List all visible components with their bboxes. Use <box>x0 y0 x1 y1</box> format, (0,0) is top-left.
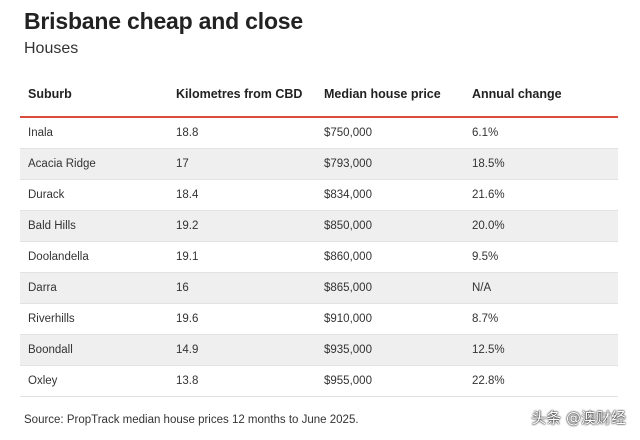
cell-price: $750,000 <box>316 117 464 149</box>
cell-suburb: Riverhills <box>20 303 168 335</box>
cell-suburb: Boondall <box>20 334 168 366</box>
cell-price: $850,000 <box>316 210 464 242</box>
cell-suburb: Durack <box>20 179 168 211</box>
cell-change: 18.5% <box>464 148 618 180</box>
cell-km: 18.8 <box>168 117 316 149</box>
cell-change: 8.7% <box>464 303 618 335</box>
table-row: Darra 16 $865,000 N/A <box>20 272 618 304</box>
cell-change: 12.5% <box>464 334 618 366</box>
table-body: Inala 18.8 $750,000 6.1% Acacia Ridge 17 $793,… <box>20 117 618 397</box>
watermark: 头条 @澳财经 <box>531 409 626 427</box>
table-row: Durack 18.4 $834,000 21.6% <box>20 179 618 211</box>
cell-suburb: Acacia Ridge <box>20 148 168 180</box>
cell-change: N/A <box>464 272 618 304</box>
cell-price: $834,000 <box>316 179 464 211</box>
page-title: Brisbane cheap and close <box>24 8 303 34</box>
source-note: Source: PropTrack median house prices 12… <box>24 414 359 426</box>
cell-km: 19.6 <box>168 303 316 335</box>
cell-suburb: Inala <box>20 117 168 149</box>
cell-price: $955,000 <box>316 365 464 397</box>
table-row: Oxley 13.8 $955,000 22.8% <box>20 365 618 397</box>
cell-price: $860,000 <box>316 241 464 273</box>
header-median-price: Median house price <box>316 72 464 118</box>
cell-change: 6.1% <box>464 117 618 149</box>
page-subtitle: Houses <box>24 40 79 57</box>
table-row: Bald Hills 19.2 $850,000 20.0% <box>20 210 618 242</box>
header-suburb: Suburb <box>20 72 168 118</box>
cell-km: 19.2 <box>168 210 316 242</box>
header-annual-change: Annual change <box>464 72 618 118</box>
cell-km: 16 <box>168 272 316 304</box>
cell-change: 20.0% <box>464 210 618 242</box>
cell-km: 17 <box>168 148 316 180</box>
cell-suburb: Doolandella <box>20 241 168 273</box>
cell-price: $865,000 <box>316 272 464 304</box>
table-row: Riverhills 19.6 $910,000 8.7% <box>20 303 618 335</box>
cell-km: 18.4 <box>168 179 316 211</box>
cell-km: 13.8 <box>168 365 316 397</box>
cell-price: $935,000 <box>316 334 464 366</box>
cell-price: $910,000 <box>316 303 464 335</box>
cell-change: 9.5% <box>464 241 618 273</box>
table-row: Acacia Ridge 17 $793,000 18.5% <box>20 148 618 180</box>
cell-price: $793,000 <box>316 148 464 180</box>
cell-change: 21.6% <box>464 179 618 211</box>
cell-change: 22.8% <box>464 365 618 397</box>
cell-suburb: Oxley <box>20 365 168 397</box>
header-km-from-cbd: Kilometres from CBD <box>168 72 316 118</box>
data-table: Suburb Kilometres from CBD Median house … <box>20 72 618 397</box>
table-header-row: Suburb Kilometres from CBD Median house … <box>20 72 618 118</box>
cell-suburb: Bald Hills <box>20 210 168 242</box>
cell-km: 19.1 <box>168 241 316 273</box>
table-row: Inala 18.8 $750,000 6.1% <box>20 117 618 149</box>
table-row: Boondall 14.9 $935,000 12.5% <box>20 334 618 366</box>
table-row: Doolandella 19.1 $860,000 9.5% <box>20 241 618 273</box>
cell-km: 14.9 <box>168 334 316 366</box>
cell-suburb: Darra <box>20 272 168 304</box>
